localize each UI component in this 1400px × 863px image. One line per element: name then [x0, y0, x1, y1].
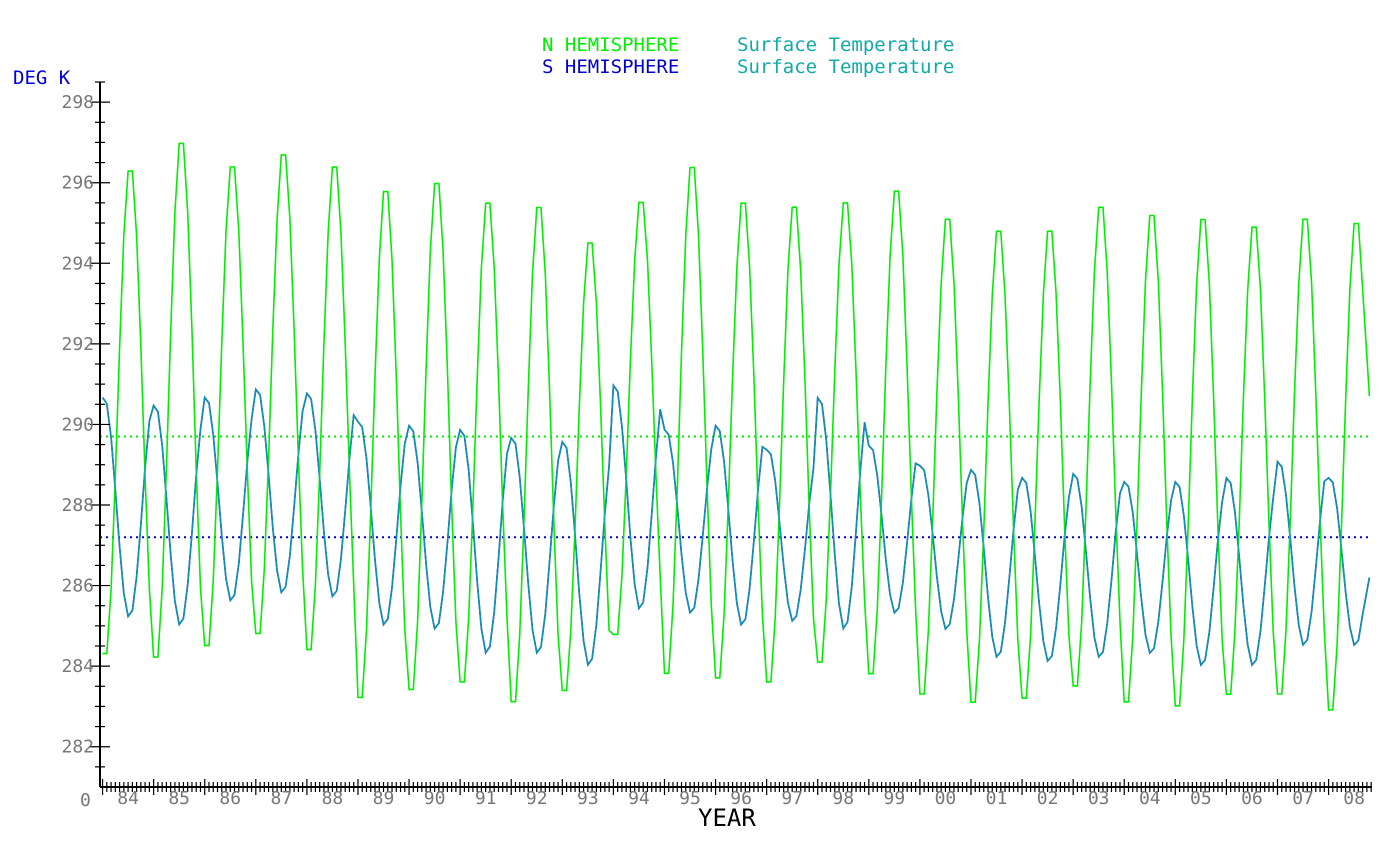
x-tick-label: 87 [271, 788, 293, 809]
x-tick-label: 85 [168, 788, 190, 809]
x-tick-label: 02 [1037, 788, 1059, 809]
y-tick-label: 290 [61, 414, 94, 435]
y-axis-ticks: 282 284 286 288 290 292 294 296 298 [61, 81, 110, 768]
x-tick-label: 95 [679, 788, 701, 809]
x-tick-label: 89 [373, 788, 395, 809]
x-tick-label: 84 [117, 788, 139, 809]
series-north-hemisphere [102, 142, 1371, 711]
y-tick-label: 288 [61, 495, 94, 516]
x-tick-label: 08 [1343, 788, 1365, 809]
origin-label: 0 [80, 790, 91, 811]
title-line-1-hemisphere: N HEMISPHERE [542, 34, 679, 56]
y-tick-label: 296 [61, 173, 94, 194]
x-tick-label: 03 [1088, 788, 1110, 809]
x-tick-label: 94 [628, 788, 650, 809]
y-tick-label: 292 [61, 334, 94, 355]
chart-title: N HEMISPHERE Surface Temperature S HEMIS… [542, 34, 954, 78]
y-axis-label: DEG K [13, 67, 71, 89]
series-south-hemisphere-overlay [101, 383, 1371, 667]
x-tick-label: 06 [1241, 788, 1263, 809]
x-tick-label: 96 [730, 788, 752, 809]
x-tick-label: 98 [832, 788, 854, 809]
x-axis-ticks: 84 85 86 87 88 89 90 91 92 93 94 95 96 97 98 99 00 01 02 03… [101, 779, 1372, 809]
x-axis-label: YEAR [698, 804, 756, 832]
x-tick-label: 90 [424, 788, 446, 809]
x-tick-label: 97 [781, 788, 803, 809]
title-line-1-quantity: Surface Temperature [737, 34, 954, 56]
x-tick-label: 91 [475, 788, 497, 809]
x-tick-label: 04 [1139, 788, 1161, 809]
x-tick-label: 07 [1292, 788, 1314, 809]
x-tick-label: 92 [526, 788, 548, 809]
y-tick-label: 286 [61, 576, 94, 597]
x-tick-label: 00 [935, 788, 957, 809]
y-tick-label: 294 [61, 253, 94, 274]
y-tick-label: 284 [61, 656, 94, 677]
x-tick-label: 05 [1190, 788, 1212, 809]
y-tick-label: 298 [61, 92, 94, 113]
title-line-2-hemisphere: S HEMISPHERE [542, 56, 679, 78]
x-tick-label: 01 [986, 788, 1008, 809]
x-tick-label: 86 [219, 788, 241, 809]
title-line-2-quantity: Surface Temperature [737, 56, 954, 78]
x-tick-label: 88 [322, 788, 344, 809]
x-tick-label: 99 [884, 788, 906, 809]
y-tick-label: 282 [61, 737, 94, 758]
x-tick-label: 93 [577, 788, 599, 809]
